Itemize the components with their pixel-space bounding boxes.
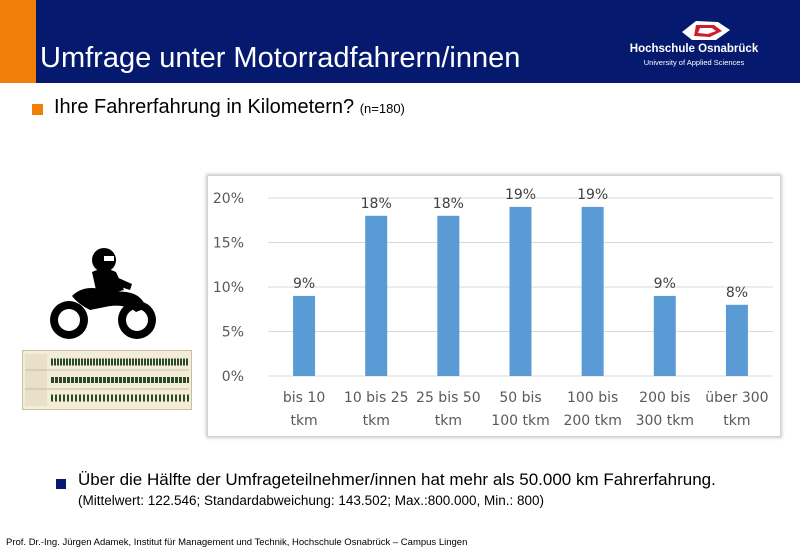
bar	[581, 206, 604, 376]
data-label: 18%	[361, 196, 392, 212]
x-tick-label: 10 bis 25	[344, 390, 409, 406]
bar	[509, 206, 532, 376]
summary-text: Über die Hälfte der Umfrageteilnehmer/in…	[78, 470, 716, 489]
y-tick-label: 10%	[213, 280, 244, 296]
footer-credit: Prof. Dr.-Ing. Jürgen Adamek, Institut f…	[6, 537, 468, 548]
summary-statistics: (Mittelwert: 122.546; Standardabweichung…	[78, 493, 545, 508]
bar-chart: 0% 5% 10% 15% 20% 9% bis 10 tkm 18% 10 bis 25 tkm 1…	[213, 187, 773, 429]
y-tick-label: 15%	[213, 236, 244, 252]
university-logo-icon	[682, 21, 730, 40]
sample-size: (n=180)	[359, 101, 405, 116]
x-tick-label: tkm	[723, 413, 750, 429]
x-tick-label: 100 bis	[567, 390, 618, 406]
x-tick-label: 300 tkm	[636, 413, 694, 429]
chart-panel: 0% 5% 10% 15% 20% 9% bis 10 tkm 18% 10 bis 25 tkm 1…	[208, 176, 780, 436]
bar	[365, 215, 388, 376]
navy-square-bullet-icon	[56, 479, 66, 489]
x-tick-label: 100 tkm	[491, 413, 549, 429]
x-tick-label: tkm	[435, 413, 462, 429]
x-tick-label: bis 10	[283, 390, 325, 406]
accent-bar	[0, 0, 36, 83]
data-label: 8%	[726, 285, 748, 301]
data-label: 9%	[293, 276, 315, 292]
audio-waveform-thumbnail	[22, 350, 192, 410]
bar	[293, 295, 316, 376]
x-tick-label: 200 tkm	[563, 413, 621, 429]
question-text: Ihre Fahrerfahrung in Kilometern?	[54, 96, 355, 118]
bar	[437, 215, 460, 376]
x-tick-label: 200 bis	[639, 390, 690, 406]
x-tick-label: 25 bis 50	[416, 390, 481, 406]
x-tick-label: 50 bis	[499, 390, 541, 406]
y-tick-label: 20%	[213, 191, 244, 207]
y-tick-label: 5%	[222, 325, 244, 341]
data-label: 9%	[654, 276, 676, 292]
motorcycle-rider-icon	[50, 248, 156, 339]
y-tick-label: 0%	[222, 369, 244, 385]
data-label: 19%	[505, 187, 536, 203]
logo-subtitle: University of Applied Sciences	[643, 58, 745, 67]
x-tick-label: tkm	[290, 413, 317, 429]
question-line: Ihre Fahrerfahrung in Kilometern? (n=180…	[54, 96, 405, 119]
logo-name: Hochschule Osnabrück	[629, 43, 759, 55]
data-label: 19%	[577, 187, 608, 203]
bar	[653, 295, 676, 376]
bar	[725, 304, 748, 376]
x-tick-label: tkm	[363, 413, 390, 429]
slide-title: Umfrage unter Motorradfahrern/innen	[40, 42, 521, 74]
x-tick-label: über 300	[705, 390, 768, 406]
data-label: 18%	[433, 196, 464, 212]
orange-square-bullet-icon	[32, 104, 43, 115]
slide-header: Umfrage unter Motorradfahrern/innen Hoch…	[36, 0, 800, 83]
